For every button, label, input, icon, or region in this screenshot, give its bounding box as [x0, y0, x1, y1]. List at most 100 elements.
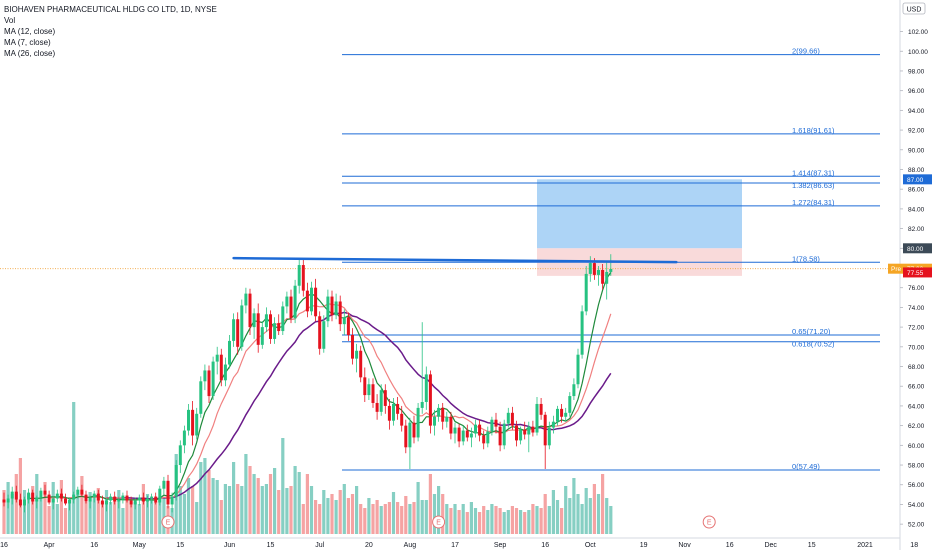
target-zone — [537, 179, 742, 249]
candle-body — [314, 287, 318, 317]
candle-body — [342, 317, 346, 325]
candle-body — [568, 396, 572, 413]
candle-body — [59, 493, 63, 499]
volume-bar — [346, 498, 350, 534]
candle-body — [601, 269, 605, 284]
volume-bar — [539, 508, 543, 534]
price-tick-label: 64.00 — [908, 403, 925, 410]
fib-label: 1(78.58) — [792, 254, 820, 263]
candle-body — [556, 408, 559, 422]
legend-ma26[interactable]: MA (26, close) — [4, 49, 56, 58]
candle-body — [461, 430, 465, 442]
candle-body — [457, 427, 461, 442]
candle-body — [207, 370, 211, 397]
price-tag-label: 80.00 — [907, 246, 924, 253]
candle-body — [273, 323, 277, 339]
price-tag-entry — [903, 243, 932, 254]
volume-bar — [129, 500, 133, 534]
candle-body — [109, 496, 113, 501]
candle-body — [174, 465, 178, 497]
volume-bar — [43, 482, 47, 534]
volume-bar — [260, 486, 264, 534]
candle-body — [560, 408, 564, 417]
candle-body — [494, 419, 498, 427]
price-tag-close — [903, 267, 932, 278]
candle-body — [322, 321, 326, 349]
candle-body — [244, 293, 248, 306]
volume-bar — [96, 488, 100, 534]
volume-bar — [592, 484, 596, 534]
time-axis[interactable]: 16 Apr 16 May 15 Jun 15 Jul 20 Aug 17 Sep 16 Oct 19 Nov… — [0, 542, 918, 549]
ma26-line — [106, 311, 612, 500]
price-tick-label: 98.00 — [908, 68, 925, 75]
candle-body — [72, 494, 76, 500]
volume-bar — [588, 498, 592, 534]
candle-body — [330, 296, 334, 316]
candle-body — [502, 423, 506, 446]
volume-bar — [596, 494, 601, 534]
candle-body — [80, 489, 84, 495]
volume-bar — [400, 506, 404, 534]
fibonacci-levels: 0(57.49) 0.618(70.52) 0.65(71.20) 1(78.58) 1… — [0, 47, 900, 471]
volume-bar — [158, 498, 162, 534]
price-tick-label: 96.00 — [908, 88, 925, 95]
volume-bar — [498, 508, 502, 534]
legend-ma12[interactable]: MA (12, close) — [4, 27, 56, 36]
volume-bar — [502, 512, 506, 534]
candle-body — [346, 317, 350, 335]
legend-vol[interactable]: Vol — [4, 16, 16, 25]
volume-bar — [309, 486, 314, 534]
candle-body — [420, 401, 424, 408]
candle-body — [551, 421, 555, 428]
candle-body — [469, 433, 473, 438]
volume-bar — [367, 498, 371, 534]
symbol-title[interactable]: BIOHAVEN PHARMACEUTICAL HLDG CO LTD, 1D,… — [4, 5, 217, 14]
volume-bar — [256, 478, 260, 534]
price-tick-label: 62.00 — [908, 423, 925, 430]
candle-body — [166, 480, 170, 505]
candle-body — [252, 313, 256, 328]
volume-bar — [412, 502, 416, 534]
candle-body — [264, 314, 268, 328]
volume-bar — [150, 500, 154, 534]
candle-body — [445, 416, 449, 422]
volume-bar — [383, 504, 387, 534]
volume-bar — [31, 486, 35, 534]
price-tick-label: 102.00 — [908, 29, 928, 36]
volume-bar — [63, 508, 68, 534]
time-tick-label: Sep — [494, 542, 507, 549]
price-tick-label: 94.00 — [908, 108, 925, 115]
time-tick-label: 16 — [0, 542, 8, 549]
volume-bar — [182, 494, 186, 534]
volume-bar — [68, 500, 72, 534]
earnings-marker — [432, 515, 446, 529]
candle-body — [588, 263, 592, 274]
volume-bar — [113, 500, 117, 534]
candle-body — [2, 499, 6, 503]
volume-bar — [605, 498, 609, 534]
price-tick-label: 86.00 — [908, 187, 925, 194]
candle-body — [433, 416, 436, 426]
candle-body — [465, 430, 469, 438]
volume-bar — [576, 494, 580, 534]
candle-body — [6, 498, 10, 503]
candle-body — [490, 419, 494, 432]
price-tag-target — [903, 174, 932, 185]
candle-body — [338, 301, 342, 325]
volume-bar — [494, 506, 498, 534]
volume-bar — [424, 500, 428, 534]
candle-body — [199, 381, 203, 414]
candle-body — [383, 390, 387, 406]
legend-ma7[interactable]: MA (7, close) — [4, 38, 51, 47]
time-tick-label: 16 — [90, 542, 98, 549]
volume-bar — [391, 492, 396, 534]
time-tick-label: Dec — [764, 542, 777, 549]
earnings-marker-label: E — [436, 520, 441, 527]
price-tick-label: 88.00 — [908, 167, 925, 174]
candle-body — [68, 499, 72, 504]
candle-body — [137, 497, 141, 501]
time-tick-label: 16 — [726, 542, 734, 549]
